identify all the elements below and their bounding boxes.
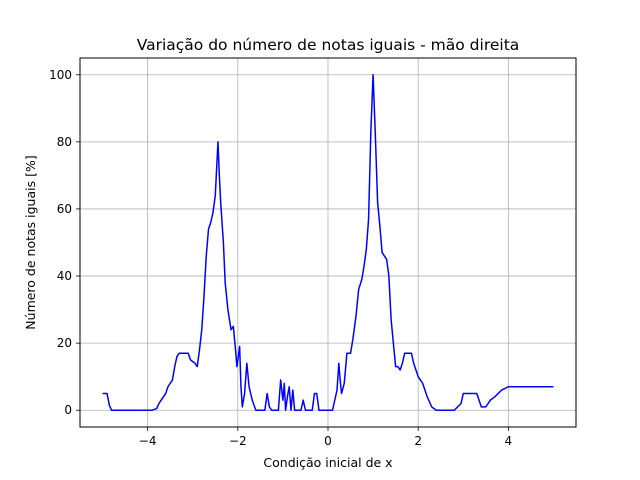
x-tick-label: 4 (505, 434, 513, 448)
series-line (102, 74, 554, 411)
y-tick-label: 0 (64, 403, 72, 417)
y-tick-label: 40 (57, 269, 72, 283)
series-layer (102, 74, 554, 411)
y-axis-label: Número de notas iguais [%] (23, 155, 38, 329)
y-tick-label: 80 (57, 135, 72, 149)
x-axis-label: Condição inicial de x (263, 455, 392, 470)
x-tick-label: 0 (324, 434, 332, 448)
y-tick-label: 100 (49, 68, 72, 82)
y-tick-label: 20 (57, 336, 72, 350)
x-axis: −4 −2 0 2 4 (139, 427, 512, 448)
chart-title: Variação do número de notas iguais - mão… (137, 36, 520, 54)
y-tick-label: 60 (57, 202, 72, 216)
y-axis: 0 20 40 60 80 100 (49, 68, 80, 417)
x-tick-label: −4 (139, 434, 157, 448)
x-tick-label: −2 (229, 434, 247, 448)
x-tick-label: 2 (414, 434, 422, 448)
